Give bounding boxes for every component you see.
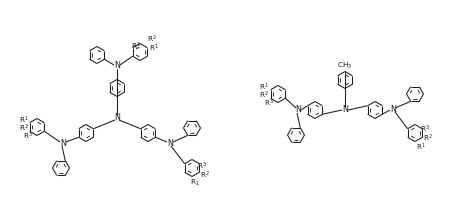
Text: N: N — [114, 61, 120, 71]
Text: R$^1$: R$^1$ — [149, 42, 159, 54]
Text: R$^1$: R$^1$ — [416, 141, 426, 153]
Text: R$^3$: R$^3$ — [420, 123, 430, 135]
Text: N: N — [342, 105, 348, 115]
Text: N: N — [295, 105, 301, 115]
Text: R$^3$: R$^3$ — [131, 40, 141, 52]
Text: N: N — [60, 138, 66, 148]
Text: R$^2$: R$^2$ — [147, 33, 157, 45]
Text: N: N — [390, 105, 396, 115]
Text: R$^3$: R$^3$ — [197, 160, 207, 172]
Text: R$^3$: R$^3$ — [23, 130, 33, 142]
Text: R$^1$: R$^1$ — [259, 81, 269, 93]
Text: R$^3$: R$^3$ — [264, 97, 274, 109]
Text: R$^2$: R$^2$ — [423, 132, 433, 144]
Text: N: N — [114, 113, 120, 123]
Text: R$^2$: R$^2$ — [259, 89, 269, 101]
Text: R$^1$: R$^1$ — [19, 114, 29, 126]
Text: R$^2$: R$^2$ — [200, 169, 210, 181]
Text: R$_1$: R$_1$ — [190, 178, 200, 188]
Text: N: N — [167, 138, 173, 148]
Text: CH$_3$: CH$_3$ — [337, 60, 352, 71]
Text: R$^2$: R$^2$ — [19, 122, 29, 134]
